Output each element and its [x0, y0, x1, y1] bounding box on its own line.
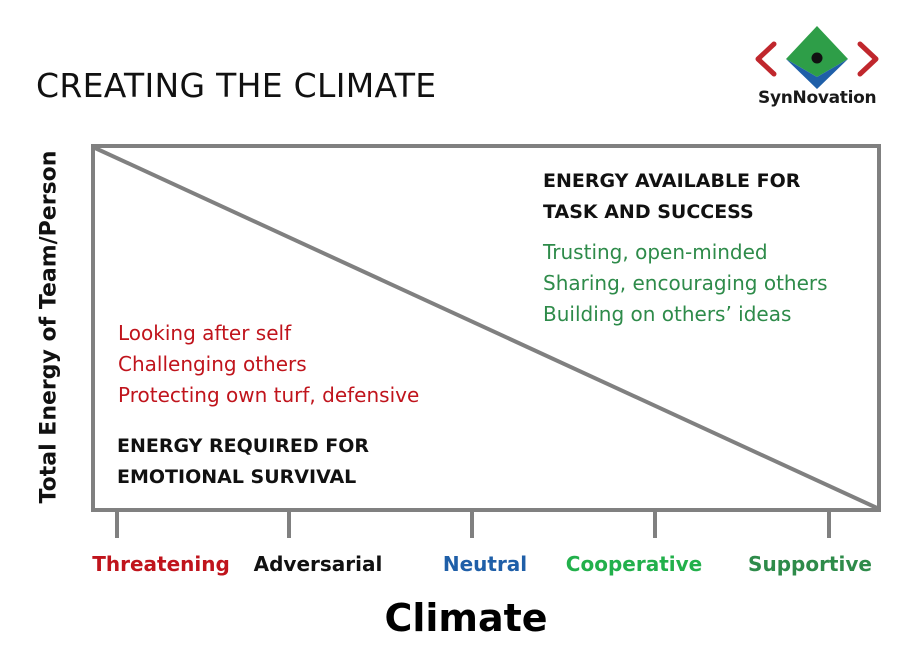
- climate-ticks: [115, 512, 831, 538]
- page-title: CREATING THE CLIMATE: [36, 66, 437, 105]
- climate-label-adversarial: Adversarial: [253, 552, 383, 576]
- survival-energy-heading-line-2: EMOTIONAL SURVIVAL: [117, 466, 357, 488]
- available-energy-heading-line-2: TASK AND SUCCESS: [543, 201, 754, 223]
- survival-energy-item: Protecting own turf, defensive: [118, 383, 420, 407]
- survival-energy-item: Looking after self: [118, 321, 292, 345]
- survival-energy-heading-line-1: ENERGY REQUIRED FOR: [117, 435, 370, 457]
- available-energy-list: Trusting, open-minded Sharing, encouragi…: [543, 237, 828, 330]
- x-axis-title: Climate: [384, 596, 548, 640]
- logo-text: SynNovation: [758, 88, 877, 108]
- available-energy-heading: ENERGY AVAILABLE FOR TASK AND SUCCESS: [543, 166, 800, 228]
- synnovation-logo-icon: [755, 26, 879, 89]
- energy-divider-line: [94, 146, 878, 510]
- survival-energy-item: Challenging others: [118, 352, 307, 376]
- climate-label-cooperative: Cooperative: [565, 552, 703, 576]
- available-energy-item: Sharing, encouraging others: [543, 271, 828, 295]
- available-energy-heading-line-1: ENERGY AVAILABLE FOR: [543, 170, 801, 192]
- available-energy-item: Building on others’ ideas: [543, 302, 792, 326]
- survival-energy-heading: ENERGY REQUIRED FOR EMOTIONAL SURVIVAL: [117, 431, 369, 493]
- diagram-frame: [91, 144, 881, 512]
- climate-label-threatening: Threatening: [92, 552, 230, 576]
- climate-label-neutral: Neutral: [442, 552, 528, 576]
- y-axis-title: Total Energy of Team/Person: [36, 150, 62, 504]
- available-energy-item: Trusting, open-minded: [543, 240, 768, 264]
- survival-energy-list: Looking after self Challenging others Pr…: [118, 318, 419, 411]
- climate-label-supportive: Supportive: [748, 552, 872, 576]
